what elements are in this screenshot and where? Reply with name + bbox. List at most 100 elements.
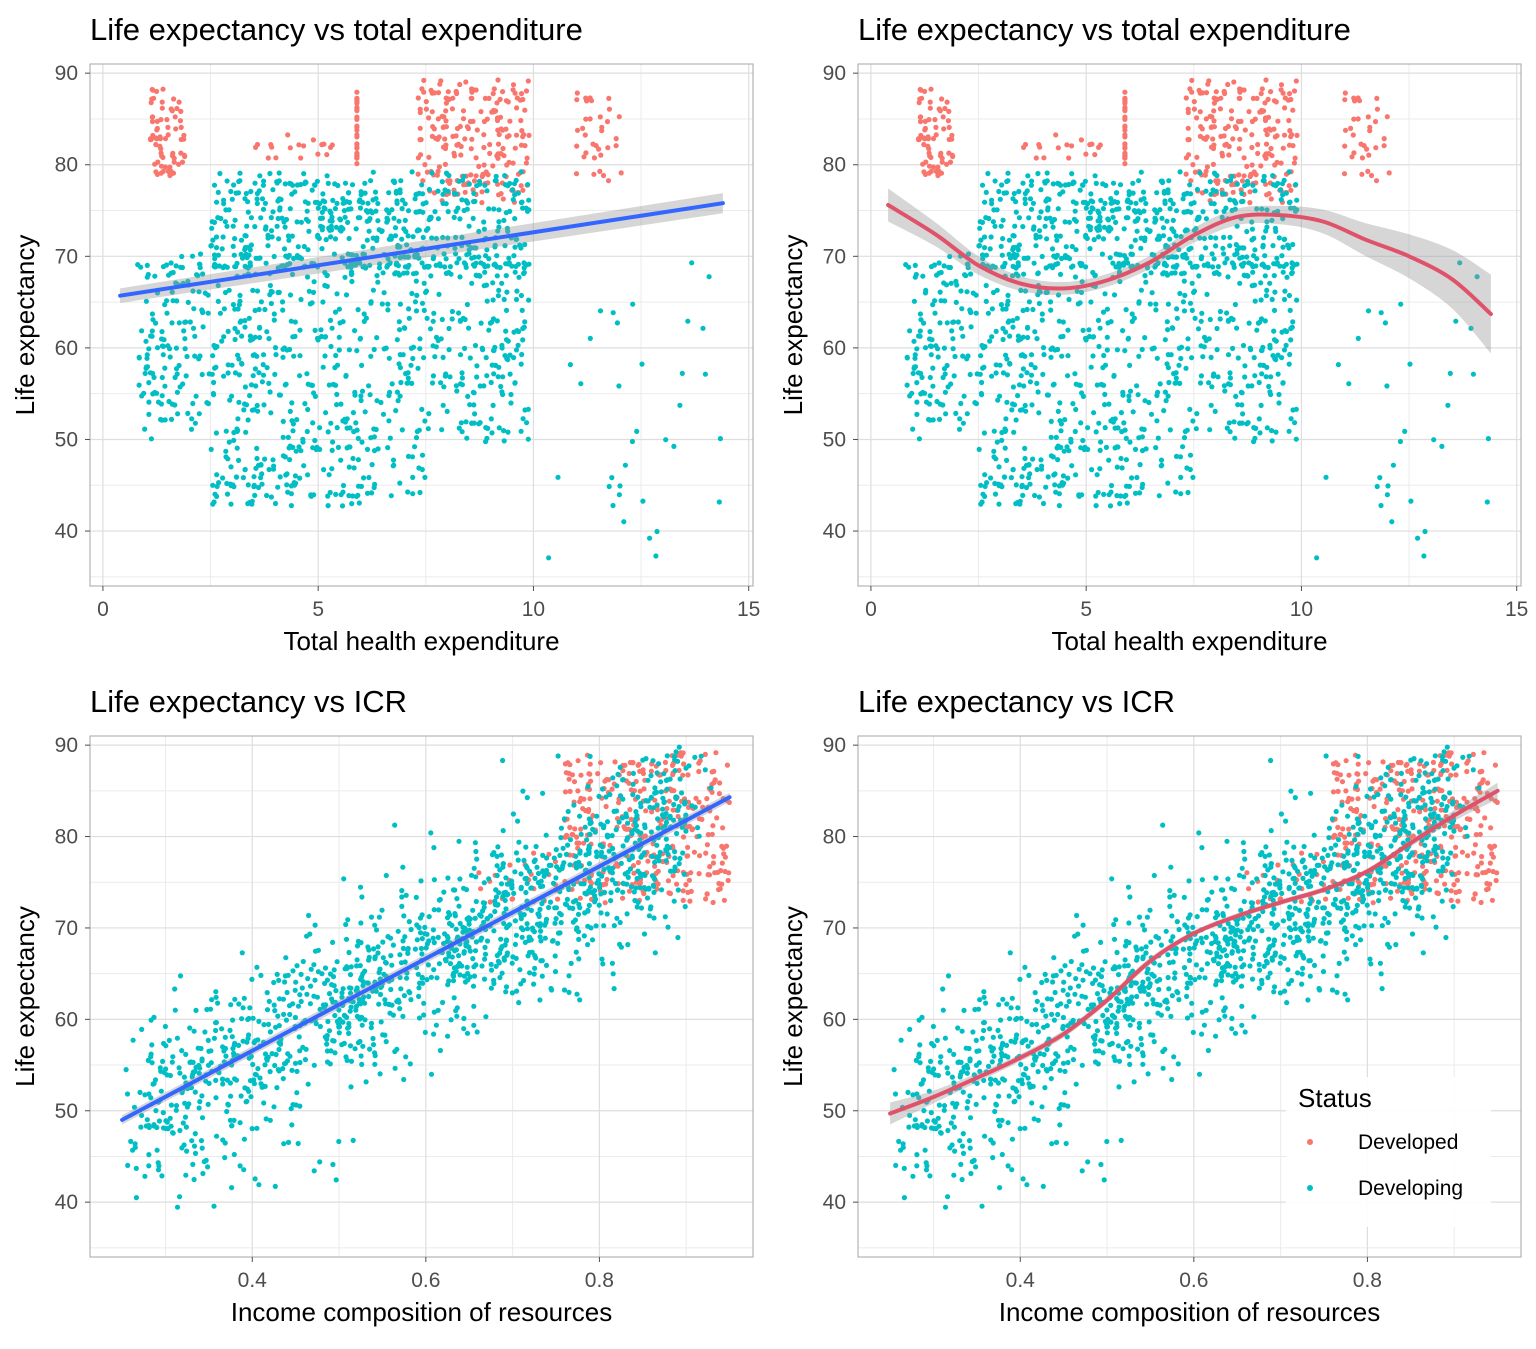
data-point-developed [171,96,176,101]
data-point-developing [1210,251,1215,256]
data-point-developing [625,942,630,947]
data-point-developing [354,494,359,499]
data-point-developing [1016,260,1021,265]
data-point-developing [325,1059,330,1064]
data-point-developing [272,1008,277,1013]
data-point-developed [918,87,923,92]
data-point-developing [1110,261,1115,266]
data-point-developing [1014,210,1019,215]
data-point-developing [254,1126,259,1131]
data-point-developing [932,298,937,303]
data-point-developing [408,1061,413,1066]
data-point-developing [1375,484,1380,489]
data-point-developing [402,326,407,331]
data-point-developed [606,96,611,101]
data-point-developed [424,107,429,112]
data-point-developing [1159,179,1164,184]
data-point-developing [1222,388,1227,393]
data-point-developing [1211,374,1216,379]
data-point-developing [261,373,266,378]
data-point-developing [406,208,411,213]
data-point-developing [576,956,581,961]
data-point-developed [1194,115,1199,120]
data-point-developing [1187,407,1192,412]
data-point-developing [436,935,441,940]
data-point-developed [697,853,702,858]
data-point-developing [573,861,578,866]
data-point-developing [232,1152,237,1157]
data-point-developing [1165,273,1170,278]
data-point-developed [150,87,155,92]
data-point-developing [1004,356,1009,361]
data-point-developed [311,137,316,142]
data-point-developing [1187,182,1192,187]
data-point-developing [187,1025,192,1030]
data-point-developing [233,337,238,342]
data-point-developing [614,916,619,921]
data-point-developed [1282,105,1287,110]
data-point-developed [498,97,503,102]
data-point-developing [1070,401,1075,406]
data-point-developing [334,201,339,206]
data-point-developing [235,429,240,434]
data-point-developing [332,1013,337,1018]
data-point-developed [1249,132,1254,137]
data-point-developed [446,89,451,94]
data-point-developing [301,463,306,468]
data-point-developing [1150,290,1155,295]
data-point-developing [1017,242,1022,247]
data-point-developing [481,383,486,388]
data-point-developing [579,832,584,837]
data-point-developing [1038,187,1043,192]
data-point-developing [1019,474,1024,479]
data-point-developing [652,860,657,865]
data-point-developing [408,363,413,368]
data-point-developing [1090,199,1095,204]
data-point-developing [1203,245,1208,250]
data-point-developing [1290,325,1295,330]
data-point-developed [1267,191,1272,196]
data-point-developing [235,330,240,335]
data-point-developed [619,170,624,175]
data-point-developing [514,289,519,294]
data-point-developed [572,826,577,831]
data-point-developed [704,796,709,801]
data-point-developing [516,275,521,280]
data-point-developing [482,945,487,950]
data-point-developing [1101,492,1106,497]
data-point-developing [297,328,302,333]
data-point-developed [1041,155,1046,160]
data-point-developing [1176,363,1181,368]
data-point-developing [431,967,436,972]
x-tick-label: 15 [1505,598,1528,621]
data-point-developing [175,411,180,416]
data-point-developed [1192,99,1197,104]
data-point-developing [482,880,487,885]
data-point-developing [419,182,424,187]
data-point-developing [414,279,419,284]
data-point-developed [495,128,500,133]
data-point-developing [514,850,519,855]
data-point-developed [354,117,359,122]
data-point-developing [1227,420,1232,425]
data-point-developing [169,417,174,422]
data-point-developing [986,216,991,221]
data-point-developing [1103,425,1108,430]
data-point-developing [1239,191,1244,196]
data-point-developing [587,861,592,866]
data-point-developing [482,283,487,288]
data-point-developing [514,347,519,352]
data-point-developing [491,316,496,321]
data-point-developing [497,425,502,430]
data-point-developing [978,483,983,488]
data-point-developing [1129,244,1134,249]
data-point-developing [609,475,614,480]
data-point-developing [544,963,549,968]
data-point-developing [220,1081,225,1086]
data-point-developing [1274,256,1279,261]
data-point-developing [1227,243,1232,248]
data-point-developing [246,1032,251,1037]
data-point-developing [219,1026,224,1031]
data-point-developed [1268,89,1273,94]
data-point-developing [1059,354,1064,359]
